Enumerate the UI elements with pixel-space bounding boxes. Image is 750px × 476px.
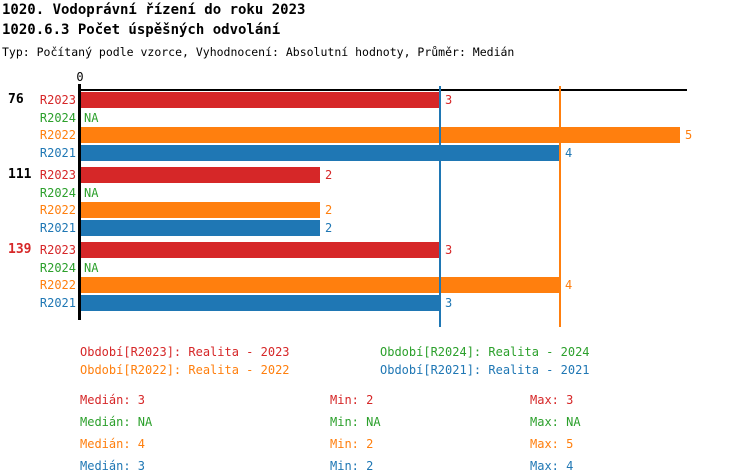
row-label-r2022: R2022	[39, 278, 76, 292]
bar-r2021	[81, 295, 440, 311]
legend-item: Období[R2021]: Realita - 2021	[380, 363, 590, 377]
legend-item: Období[R2022]: Realita - 2022	[80, 363, 290, 377]
row-label-r2023: R2023	[39, 93, 76, 107]
bar-r2021	[81, 220, 320, 236]
stat-median-value: Medián: 3	[80, 393, 146, 407]
stat-min-value: Min: 2	[330, 437, 374, 451]
chart-subtitle: 1020.6.3 Počet úspěšných odvolání	[2, 22, 281, 38]
na-value-label: NA	[84, 186, 99, 200]
bar-r2023	[81, 242, 440, 258]
row-label-r2021: R2021	[39, 146, 76, 160]
bar-r2022	[81, 202, 320, 218]
row-label-r2023: R2023	[39, 243, 76, 257]
y-axis-line	[78, 84, 81, 320]
bar-value-label: 5	[685, 128, 693, 142]
page-title: 1020. Vodoprávní řízení do roku 2023	[2, 2, 306, 18]
bar-r2022	[81, 277, 560, 293]
row-label-r2024: R2024	[39, 111, 76, 125]
median-reference-line	[439, 86, 441, 327]
stat-median-value: Medián: NA	[80, 415, 153, 429]
stat-median-value: Medián: 3	[80, 459, 146, 473]
stat-min-value: Min: 2	[330, 459, 374, 473]
row-label-r2021: R2021	[39, 221, 76, 235]
stat-max-value: Max: NA	[530, 415, 581, 429]
bar-value-label: 2	[325, 203, 333, 217]
legend-item: Období[R2024]: Realita - 2024	[380, 345, 590, 359]
stat-max-value: Max: 5	[530, 437, 574, 451]
legend-item: Období[R2023]: Realita - 2023	[80, 345, 290, 359]
stat-median-value: Medián: 4	[80, 437, 146, 451]
bar-r2023	[81, 167, 320, 183]
bar-value-label: 3	[445, 296, 453, 310]
bar-r2023	[81, 92, 440, 108]
bar-r2022	[81, 127, 680, 143]
stat-max-value: Max: 4	[530, 459, 574, 473]
group-label: 139	[8, 242, 32, 257]
na-value-label: NA	[84, 261, 99, 275]
row-label-r2024: R2024	[39, 261, 76, 275]
stat-min-value: Min: 2	[330, 393, 374, 407]
bar-value-label: 4	[565, 278, 573, 292]
median-reference-line	[559, 86, 561, 327]
bar-value-label: 4	[565, 146, 573, 160]
row-label-r2022: R2022	[39, 128, 76, 142]
chart-meta-info: Typ: Počítaný podle vzorce, Vyhodnocení:…	[2, 45, 515, 59]
stat-min-value: Min: NA	[330, 415, 381, 429]
bar-value-label: 2	[325, 168, 333, 182]
row-label-r2021: R2021	[39, 296, 76, 310]
row-label-r2022: R2022	[39, 203, 76, 217]
row-label-r2023: R2023	[39, 168, 76, 182]
x-axis-zero-tick-label: 0	[76, 70, 84, 84]
x-axis-line	[78, 89, 687, 91]
group-label: 111	[8, 167, 32, 182]
bar-value-label: 2	[325, 221, 333, 235]
group-label: 76	[8, 92, 24, 107]
stat-max-value: Max: 3	[530, 393, 574, 407]
row-label-r2024: R2024	[39, 186, 76, 200]
bar-value-label: 3	[445, 93, 453, 107]
bar-r2021	[81, 145, 560, 161]
na-value-label: NA	[84, 111, 99, 125]
bar-value-label: 3	[445, 243, 453, 257]
